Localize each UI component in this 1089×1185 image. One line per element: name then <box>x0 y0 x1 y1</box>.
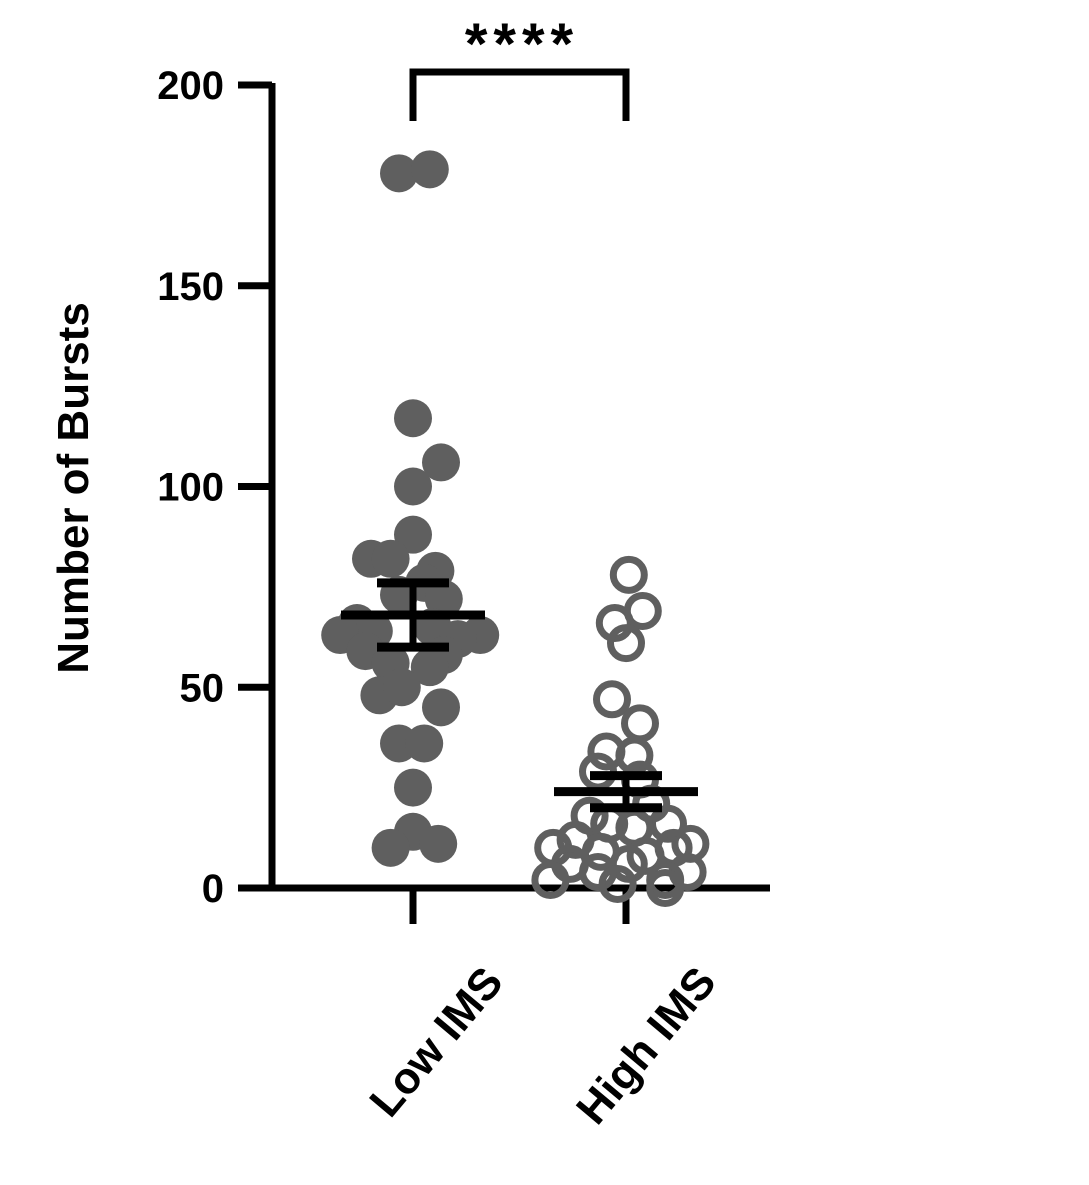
data-point <box>607 624 645 663</box>
data-point <box>371 539 410 578</box>
y-tick-label: 100 <box>157 466 224 510</box>
data-point <box>394 399 432 438</box>
x-tick-label: Low IMS <box>360 958 512 1126</box>
data-point <box>419 824 458 863</box>
data-point <box>621 704 659 743</box>
y-tick-label: 0 <box>202 867 224 911</box>
data-point <box>593 680 631 719</box>
axes-layer <box>238 68 770 924</box>
data-point <box>598 864 637 903</box>
significance-label: **** <box>465 12 579 77</box>
significance-bracket <box>409 68 630 121</box>
data-point <box>531 860 570 899</box>
data-point <box>394 515 432 554</box>
summary-layer <box>341 578 698 813</box>
x-tick-label: High IMS <box>567 958 726 1134</box>
y-tick-label: 200 <box>157 64 224 108</box>
data-point <box>422 443 460 482</box>
data-point <box>394 467 432 506</box>
y-tick-label: 50 <box>180 666 225 710</box>
y-axis-title: Number of Bursts <box>49 302 98 674</box>
data-point <box>371 828 410 867</box>
data-point <box>380 154 418 193</box>
data-point <box>405 724 444 763</box>
data-point <box>394 768 432 807</box>
data-point <box>382 668 421 707</box>
data-point <box>410 648 449 687</box>
y-tick-label: 150 <box>157 265 224 309</box>
data-point <box>615 736 654 775</box>
data-point <box>422 688 460 727</box>
points-layer <box>321 150 710 907</box>
data-point <box>609 555 648 594</box>
data-point <box>646 869 685 907</box>
data-point <box>410 150 449 189</box>
